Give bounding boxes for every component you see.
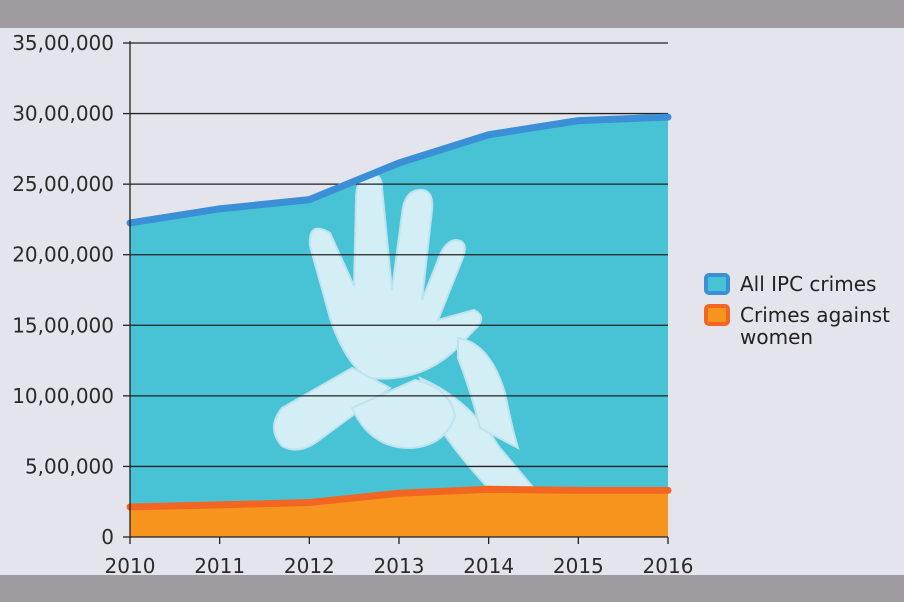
x-tick-label: 2014 <box>463 554 514 575</box>
x-tick-label: 2011 <box>194 554 245 575</box>
y-tick-label: 15,00,000 <box>12 313 114 337</box>
x-tick-label: 2015 <box>553 554 604 575</box>
x-tick-label: 2016 <box>643 554 694 575</box>
y-tick-label: 20,00,000 <box>12 243 114 267</box>
chart-frame: 0 5,00,000 10,00,000 15,00,000 20,00,000 25,0… <box>0 28 904 575</box>
series-area-1 <box>130 489 668 537</box>
series-line-1 <box>126 485 672 511</box>
y-tick-label: 30,00,000 <box>12 102 114 126</box>
grid-lines <box>130 42 668 468</box>
y-tick-label: 5,00,000 <box>25 454 114 478</box>
y-tick-label: 25,00,000 <box>12 172 114 196</box>
x-tick-label: 2013 <box>374 554 425 575</box>
series-line-0 <box>126 113 672 227</box>
y-tick-label: 35,00,000 <box>12 31 114 55</box>
series-lines <box>126 113 672 511</box>
raised-hand-icon <box>273 172 539 491</box>
legend-label-1: Crimes against <box>740 303 890 327</box>
area-chart: 0 5,00,000 10,00,000 15,00,000 20,00,000 25,0… <box>12 31 890 575</box>
legend-swatch-1 <box>704 304 730 326</box>
legend-label-1: women <box>740 325 813 349</box>
legend-swatch-0 <box>704 273 730 295</box>
y-tick-label: 0 <box>101 525 114 549</box>
axes: 0 5,00,000 10,00,000 15,00,000 20,00,000 25,0… <box>12 31 693 575</box>
x-tick-label: 2010 <box>105 554 156 575</box>
y-tick-label: 10,00,000 <box>12 384 114 408</box>
legend-label-0: All IPC crimes <box>740 272 876 296</box>
x-tick-label: 2012 <box>284 554 335 575</box>
